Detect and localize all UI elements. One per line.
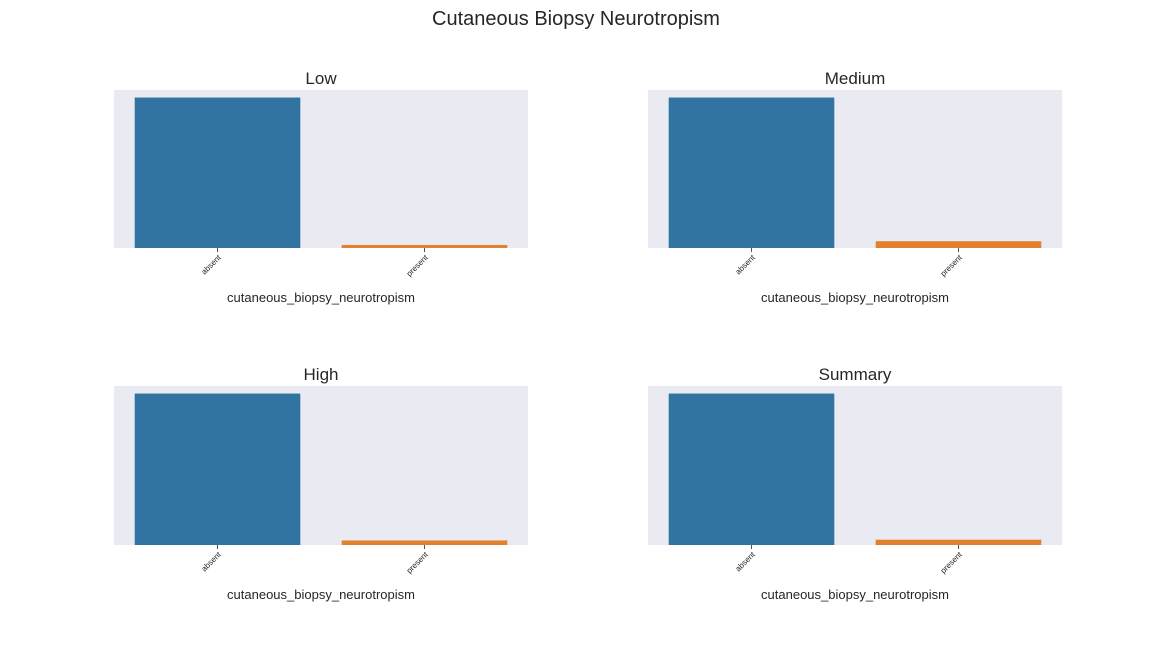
chart-panel-2: High absent present cutaneous_biopsy_neurot… [114, 365, 528, 602]
bar-present [341, 540, 508, 545]
chart-panel-1: Medium absent present cutaneous_biopsy_neur… [648, 69, 1062, 305]
bar-absent [134, 97, 301, 249]
x-axis-label: cutaneous_biopsy_neurotropism [227, 587, 415, 602]
bar-absent [668, 393, 835, 545]
panel-title: Summary [819, 365, 892, 384]
bar-absent [134, 393, 301, 545]
panel-title: Low [305, 69, 337, 88]
x-tick-label: present [405, 253, 431, 279]
panel-title: Medium [825, 69, 885, 88]
x-tick-label: present [939, 253, 965, 279]
x-tick-label: present [405, 550, 431, 576]
chart-panel-0: Low absent present cutaneous_biopsy_neurotr… [114, 69, 528, 305]
x-tick-label: absent [734, 550, 758, 574]
x-axis-label: cutaneous_biopsy_neurotropism [761, 587, 949, 602]
bar-present [875, 539, 1042, 545]
bar-present [875, 241, 1042, 248]
x-tick-label: absent [734, 253, 758, 277]
x-tick-label: absent [200, 550, 224, 574]
chart-panel-3: Summary absent present cutaneous_biopsy_neu… [648, 365, 1062, 602]
bar-absent [668, 97, 835, 249]
x-axis-label: cutaneous_biopsy_neurotropism [761, 290, 949, 305]
panel-title: High [304, 365, 339, 384]
x-tick-label: absent [200, 253, 224, 277]
figure-title: Cutaneous Biopsy Neurotropism [432, 8, 720, 30]
x-axis-label: cutaneous_biopsy_neurotropism [227, 290, 415, 305]
bar-present [341, 244, 508, 248]
x-tick-label: present [939, 550, 965, 576]
